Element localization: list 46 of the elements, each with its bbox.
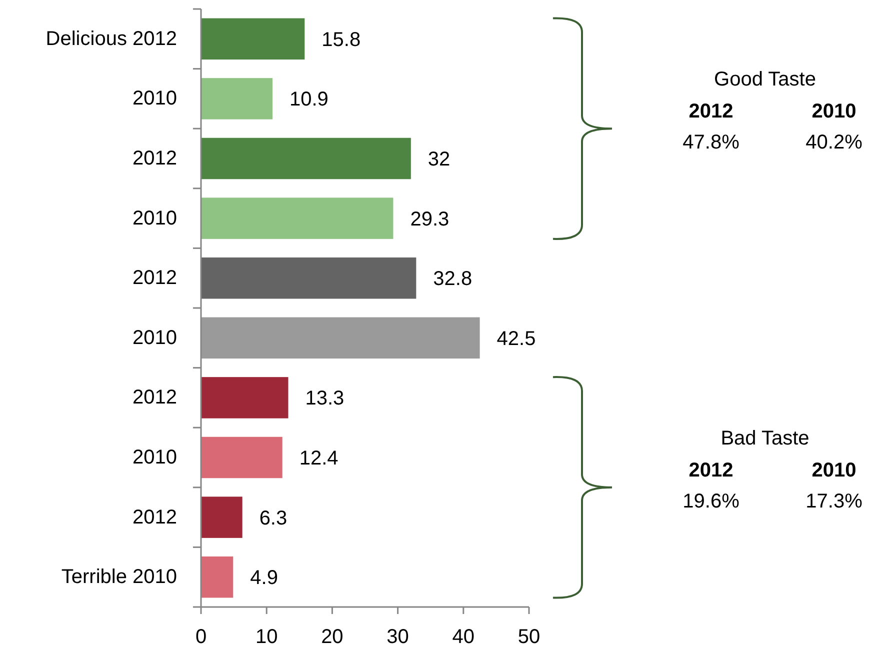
text: 2012 <box>688 459 734 482</box>
text: Good Taste <box>714 68 816 91</box>
data-label: 12.4 <box>299 448 338 470</box>
bar <box>201 198 394 239</box>
bar <box>201 317 480 359</box>
y-tick-label: 2012 <box>132 148 177 170</box>
y-tick-label: 2010 <box>132 326 177 349</box>
bar <box>201 556 234 598</box>
data-label: 32 <box>428 148 450 170</box>
y-tick-label: 2010 <box>132 88 177 110</box>
text: 2010 <box>812 459 856 482</box>
text: 2010 <box>812 100 856 123</box>
bar <box>201 257 416 299</box>
x-tick-label: 10 <box>255 626 278 648</box>
x-tick-label: 40 <box>452 626 475 648</box>
y-tick-label: 2012 <box>132 506 177 528</box>
bar <box>201 138 411 180</box>
y-tick-label: 2012 <box>132 386 177 409</box>
y-tick-label: Terrible 2010 <box>61 566 177 588</box>
x-tick-label: 50 <box>518 626 540 648</box>
bar <box>201 377 288 418</box>
data-label: 42.5 <box>496 328 536 350</box>
data-label: 13.3 <box>305 388 344 410</box>
x-tick-label: 20 <box>321 626 344 648</box>
bar <box>201 436 282 478</box>
text: 47.8% <box>682 132 740 154</box>
text: 17.3% <box>806 490 863 512</box>
y-tick-label: 2010 <box>132 446 177 468</box>
text: Bad Taste <box>720 427 810 450</box>
data-label: 4.9 <box>250 567 278 590</box>
bar <box>201 496 242 538</box>
text: 19.6% <box>682 490 740 512</box>
text: 40.2% <box>806 132 863 154</box>
text: 2012 <box>688 100 734 123</box>
data-label: 10.9 <box>290 88 328 111</box>
bar <box>201 78 273 120</box>
data-label: 6.3 <box>259 507 288 530</box>
data-label: 32.8 <box>433 268 472 290</box>
data-label: 29.3 <box>410 208 450 230</box>
x-tick-label: 30 <box>386 626 409 648</box>
y-tick-label: Delicious 2012 <box>46 28 177 50</box>
y-tick-label: 2012 <box>132 267 177 290</box>
x-tick-label: 0 <box>195 626 207 648</box>
bar <box>201 18 305 60</box>
y-tick-label: 2010 <box>132 207 177 230</box>
data-label: 15.8 <box>322 28 361 51</box>
